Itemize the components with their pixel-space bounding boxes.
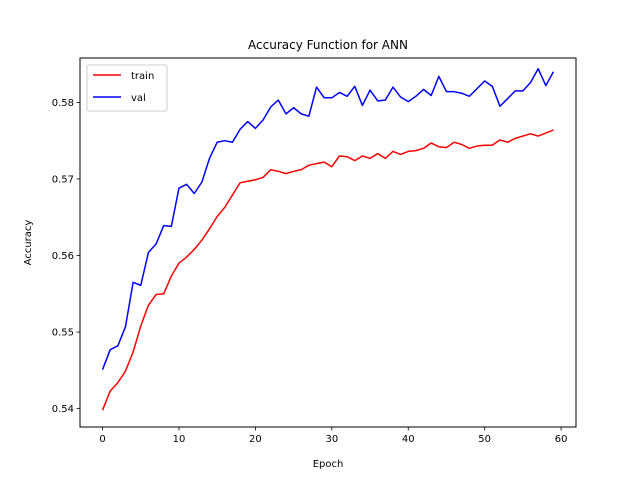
legend-train-label: train bbox=[131, 71, 154, 82]
x-axis-label: Epoch bbox=[313, 459, 344, 470]
x-tick-label: 60 bbox=[555, 434, 568, 445]
x-tick-label: 50 bbox=[478, 434, 491, 445]
y-tick-label: 0.58 bbox=[52, 98, 74, 109]
y-axis-label: Accuracy bbox=[23, 220, 34, 266]
x-tick-label: 30 bbox=[325, 434, 338, 445]
legend-val-label: val bbox=[131, 93, 146, 104]
legend: train val bbox=[86, 64, 168, 112]
plot-area-frame bbox=[79, 57, 577, 428]
x-tick-label: 40 bbox=[402, 434, 415, 445]
legend-box bbox=[86, 64, 168, 112]
x-tick-label: 20 bbox=[249, 434, 262, 445]
y-tick-label: 0.54 bbox=[52, 404, 74, 415]
y-axis-ticks: 0.54 0.55 0.56 0.57 0.58 bbox=[52, 98, 80, 415]
series-line-train bbox=[101, 129, 554, 411]
y-tick-label: 0.57 bbox=[52, 174, 74, 185]
x-tick-label: 0 bbox=[99, 434, 105, 445]
y-tick-label: 0.56 bbox=[52, 251, 74, 262]
chart-title: Accuracy Function for ANN bbox=[248, 38, 408, 52]
x-axis-ticks: 0 10 20 30 40 50 60 bbox=[99, 427, 567, 445]
x-tick-label: 10 bbox=[173, 434, 186, 445]
series-line-val bbox=[101, 67, 555, 370]
plot-lines bbox=[101, 67, 555, 411]
y-tick-label: 0.55 bbox=[52, 328, 74, 339]
